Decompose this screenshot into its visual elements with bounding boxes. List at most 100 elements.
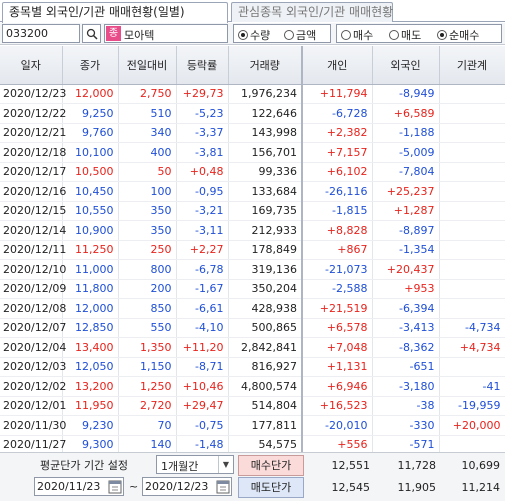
cell-volume: 133,684 xyxy=(228,181,303,202)
header-foreign[interactable]: 외국인 xyxy=(372,46,440,85)
cell-volume: 156,701 xyxy=(228,142,303,163)
cell-volume: 428,938 xyxy=(228,298,303,319)
cell-date: 2020/12/21 xyxy=(0,123,66,143)
cell-institution xyxy=(439,123,505,143)
cell-foreign: -5,009 xyxy=(372,142,440,163)
cell-rate: -8,71 xyxy=(176,357,229,377)
table-row[interactable]: 2020/12/04 13,400 1,350 +11,20 2,842,841 +7,0… xyxy=(0,337,505,358)
cell-close: 11,800 xyxy=(62,279,119,299)
cell-institution xyxy=(439,201,505,221)
end-date-input[interactable]: 2020/12/23 xyxy=(142,477,232,496)
stock-name-field[interactable]: 종 모아텍 xyxy=(104,24,228,43)
cell-institution xyxy=(439,181,505,202)
cell-institution xyxy=(439,240,505,260)
header-close[interactable]: 종가 xyxy=(62,46,119,85)
cell-foreign: +20,437 xyxy=(372,259,440,280)
table-row[interactable]: 2020/12/01 11,950 2,720 +29,47 514,804 +16,52… xyxy=(0,396,505,416)
cell-institution: +20,000 xyxy=(439,415,505,436)
cell-rate: +29,47 xyxy=(176,396,229,416)
radio-sell[interactable]: 매도 xyxy=(389,27,421,42)
cell-change: 250 xyxy=(118,240,177,260)
header-institution[interactable]: 기관계 xyxy=(439,46,505,85)
cell-rate: -6,61 xyxy=(176,298,229,319)
cell-date: 2020/12/10 xyxy=(0,259,66,280)
radio-dot-icon xyxy=(238,30,248,40)
table-row[interactable]: 2020/12/07 12,850 550 -4,10 500,865 +6,578 -3,… xyxy=(0,318,505,338)
table-row[interactable]: 2020/12/11 11,250 250 +2,27 178,849 +867 -1,35… xyxy=(0,240,505,260)
cell-date: 2020/12/02 xyxy=(0,376,66,397)
table-row[interactable]: 2020/12/23 12,000 2,750 +29,73 1,976,234 +11,… xyxy=(0,84,505,104)
header-date[interactable]: 일자 xyxy=(0,46,63,85)
table-row[interactable]: 2020/12/21 9,760 340 -3,37 143,998 +2,382 -1,1… xyxy=(0,123,505,143)
cell-institution xyxy=(439,220,505,241)
header-rate[interactable]: 등락률 xyxy=(176,46,229,85)
cell-institution xyxy=(439,279,505,299)
table-row[interactable]: 2020/12/18 10,100 400 -3,81 156,701 +7,157 -5,… xyxy=(0,142,505,163)
stock-code-input[interactable]: 033200 xyxy=(2,24,80,43)
radio-buy[interactable]: 매수 xyxy=(341,27,373,42)
table-row[interactable]: 2020/12/02 13,200 1,250 +10,46 4,800,574 +6,9… xyxy=(0,376,505,397)
cell-foreign: -330 xyxy=(372,415,440,436)
cell-change: 850 xyxy=(118,298,177,319)
cell-change: 550 xyxy=(118,318,177,338)
period-select[interactable]: 1개월간 ▼ xyxy=(156,455,234,474)
tab-watchlist-foreign-institution[interactable]: 관심종목 외국인/기관 매매현황 xyxy=(231,2,393,22)
unit-radio-group: 수량 금액 xyxy=(233,24,331,43)
cell-rate: -6,78 xyxy=(176,259,229,280)
tab-stock-foreign-institution-daily[interactable]: 종목별 외국인/기관 매매현황(일별) xyxy=(2,2,228,23)
cell-individual: +6,946 xyxy=(301,376,373,397)
table-row[interactable]: 2020/12/22 9,250 510 -5,23 122,646 -6,728 +6,5… xyxy=(0,103,505,124)
cell-date: 2020/12/17 xyxy=(0,162,66,182)
cell-rate: +10,46 xyxy=(176,376,229,397)
cell-date: 2020/12/09 xyxy=(0,279,66,299)
table-row[interactable]: 2020/12/17 10,500 50 +0,48 99,336 +6,102 -7,80… xyxy=(0,162,505,182)
cell-close: 10,500 xyxy=(62,162,119,182)
cell-institution xyxy=(439,298,505,319)
cell-rate: -0,95 xyxy=(176,181,229,202)
header-volume[interactable]: 거래량 xyxy=(228,46,303,85)
cell-institution xyxy=(439,357,505,377)
table-row[interactable]: 2020/12/10 11,000 800 -6,78 319,136 -21,073 +2… xyxy=(0,259,505,280)
table-row[interactable]: 2020/11/30 9,230 70 -0,75 177,811 -20,010 -330… xyxy=(0,415,505,436)
cell-date: 2020/12/11 xyxy=(0,240,66,260)
cell-foreign: -1,354 xyxy=(372,240,440,260)
radio-amount[interactable]: 금액 xyxy=(284,27,316,42)
stock-type-badge: 종 xyxy=(106,26,121,41)
cell-close: 11,950 xyxy=(62,396,119,416)
cell-individual: +16,523 xyxy=(301,396,373,416)
table-row[interactable]: 2020/12/09 11,800 200 -1,67 350,204 -2,588 +95… xyxy=(0,279,505,299)
table-row[interactable]: 2020/12/15 10,550 350 -3,21 169,735 -1,815 +1,… xyxy=(0,201,505,221)
grid-body: 2020/12/23 12,000 2,750 +29,73 1,976,234 +11,… xyxy=(0,84,505,475)
cell-individual: +6,578 xyxy=(301,318,373,338)
avg-price-period-label: 평균단가 기간 설정 xyxy=(40,459,128,472)
cell-rate: -0,75 xyxy=(176,415,229,436)
cell-date: 2020/12/03 xyxy=(0,357,66,377)
cell-volume: 816,927 xyxy=(228,357,303,377)
cell-date: 2020/12/23 xyxy=(0,84,66,104)
date-range-separator: ~ xyxy=(129,480,139,493)
cell-close: 13,200 xyxy=(62,376,119,397)
cell-rate: -4,10 xyxy=(176,318,229,338)
start-date-input[interactable]: 2020/11/23 xyxy=(34,477,124,496)
table-row[interactable]: 2020/12/03 12,050 1,150 -8,71 816,927 +1,131-… xyxy=(0,357,505,377)
period-value: 1개월간 xyxy=(161,460,199,473)
radio-quantity[interactable]: 수량 xyxy=(238,27,270,42)
table-row[interactable]: 2020/12/16 10,450 100 -0,95 133,684 -26,116 +2… xyxy=(0,181,505,202)
cell-close: 12,000 xyxy=(62,84,119,104)
cell-foreign: -8,362 xyxy=(372,337,440,358)
header-change[interactable]: 전일대비 xyxy=(118,46,177,85)
table-row[interactable]: 2020/12/08 12,000 850 -6,61 428,938 +21,519 -6… xyxy=(0,298,505,319)
cell-individual: -20,010 xyxy=(301,415,373,436)
stock-name: 모아텍 xyxy=(124,29,155,42)
search-button[interactable] xyxy=(82,24,101,43)
cell-date: 2020/12/22 xyxy=(0,103,66,124)
buy-avg-foreign: 11,728 xyxy=(397,459,437,472)
cell-close: 9,250 xyxy=(62,103,119,124)
radio-net-buy[interactable]: 순매수 xyxy=(437,27,479,42)
table-row[interactable]: 2020/12/14 10,900 350 -3,11 212,933 +8,828 -8,… xyxy=(0,220,505,241)
header-individual[interactable]: 개인 xyxy=(301,46,373,85)
calendar-icon[interactable] xyxy=(216,479,230,494)
calendar-icon[interactable] xyxy=(108,479,122,494)
cell-individual: +21,519 xyxy=(301,298,373,319)
cell-individual: +11,794 xyxy=(301,84,373,104)
